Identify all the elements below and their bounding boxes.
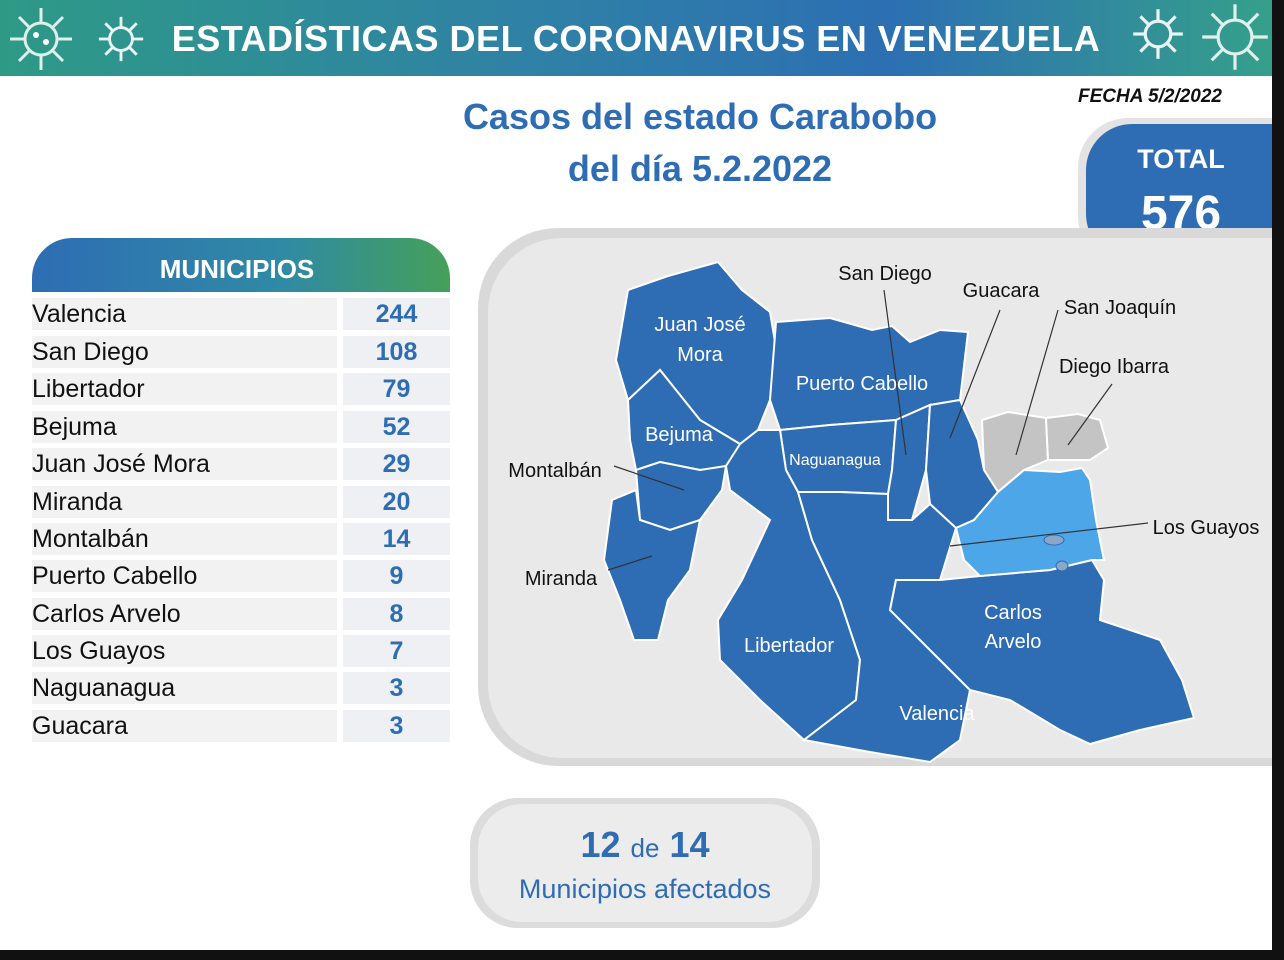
municipio-cases: 244 (343, 298, 450, 330)
map-label-juan-jose-mora: Juan José (654, 314, 745, 336)
affected-count: 12 (580, 824, 621, 865)
table-row: Valencia 244 (32, 296, 450, 330)
date-label: FECHA 5/2/2022 (1078, 86, 1222, 107)
map-label-naguanagua: Naguanagua (789, 452, 881, 469)
page-title-line2: del día 5.2.2022 (567, 148, 833, 189)
map-label-puerto-cabello: Puerto Cabello (796, 373, 928, 395)
table-row: Montalbán 14 (32, 521, 450, 555)
page-title-line1: Casos del estado Carabobo (462, 96, 938, 137)
municipio-cases: 3 (343, 672, 450, 704)
table-row: Carlos Arvelo 8 (32, 596, 450, 630)
municipio-cases: 20 (343, 486, 450, 518)
table-row: Miranda 20 (32, 484, 450, 518)
table-row: Guacara 3 (32, 708, 450, 742)
region-miranda (602, 488, 702, 641)
leader-line (1015, 309, 1059, 456)
lake-icon (1055, 560, 1069, 572)
header-title: ESTADÍSTICAS DEL CORONAVIRUS EN VENEZUEL… (171, 18, 1101, 59)
lake-icon (1043, 534, 1065, 546)
municipio-name: Carlos Arvelo (32, 598, 337, 630)
virus-icon (10, 8, 72, 70)
region-montalban (634, 460, 728, 532)
leader-line (1067, 383, 1113, 446)
municipio-cases: 9 (343, 560, 450, 592)
table-row: Libertador 79 (32, 371, 450, 405)
leader-line (607, 555, 653, 571)
municipio-cases: 29 (343, 448, 450, 480)
leader-line (613, 465, 685, 491)
total-count: 14 (669, 824, 710, 865)
municipio-name: Libertador (32, 373, 337, 405)
municipio-name: Montalbán (32, 523, 337, 555)
municipio-name: Naguanagua (32, 672, 337, 704)
municipios-header: MUNICIPIOS (32, 238, 450, 292)
municipio-cases: 7 (343, 635, 450, 667)
header-banner: ESTADÍSTICAS DEL CORONAVIRUS EN VENEZUEL… (0, 0, 1272, 76)
leader-line (949, 309, 1001, 439)
table-row: Naguanagua 3 (32, 670, 450, 704)
map-label-guacara: Guacara (963, 280, 1041, 302)
municipio-name: Valencia (32, 298, 337, 330)
frame-border (1272, 0, 1284, 960)
summary-count: 12 de 14 (478, 824, 812, 866)
total-label: TOTAL (1137, 144, 1225, 174)
summary-label: Municipios afectados (518, 874, 772, 904)
leader-line (949, 522, 1149, 547)
municipio-name: San Diego (32, 336, 337, 368)
map-label-carlos-arvelo: Carlos (984, 602, 1042, 624)
municipio-name: Bejuma (32, 411, 337, 443)
map-label-juan-jose-mora: Mora (677, 344, 723, 366)
virus-icon (1202, 4, 1268, 70)
leader-line (883, 289, 907, 456)
frame-border (0, 950, 1284, 960)
table-row: Bejuma 52 (32, 409, 450, 443)
table-row: Los Guayos 7 (32, 633, 450, 667)
map-label-libertador: Libertador (744, 635, 834, 657)
map-label-valencia: Valencia (899, 703, 975, 725)
table-row: San Diego 108 (32, 334, 450, 368)
virus-icon (1133, 9, 1183, 59)
region-los-guayos (954, 466, 1106, 578)
map-label-carlos-arvelo: Arvelo (985, 631, 1042, 653)
summary-box: 12 de 14 Municipios afectados (478, 804, 812, 922)
municipio-cases: 3 (343, 710, 450, 742)
map-label-miranda: Miranda (525, 568, 598, 590)
municipio-cases: 108 (343, 336, 450, 368)
region-diego-ibarra (1044, 412, 1110, 461)
map-label-san-joaquin: San Joaquín (1064, 297, 1176, 319)
map-label-los-guayos: Los Guayos (1153, 517, 1260, 539)
map-label-diego-ibarra: Diego Ibarra (1059, 356, 1170, 378)
municipio-cases: 14 (343, 523, 450, 555)
municipios-header-label: MUNICIPIOS (159, 254, 315, 284)
municipio-name: Guacara (32, 710, 337, 742)
municipio-name: Los Guayos (32, 635, 337, 667)
virus-icon (98, 16, 144, 62)
map-label-bejuma: Bejuma (645, 424, 714, 446)
municipio-name: Miranda (32, 486, 337, 518)
municipio-name: Juan José Mora (32, 448, 337, 480)
municipio-cases: 52 (343, 411, 450, 443)
map-label-montalban: Montalbán (508, 460, 601, 482)
summary-de: de (630, 833, 660, 863)
municipio-cases: 79 (343, 373, 450, 405)
table-row: Puerto Cabello 9 (32, 558, 450, 592)
municipio-cases: 8 (343, 598, 450, 630)
municipio-name: Puerto Cabello (32, 560, 337, 592)
table-row: Juan José Mora 29 (32, 446, 450, 480)
map-label-san-diego: San Diego (838, 263, 931, 285)
